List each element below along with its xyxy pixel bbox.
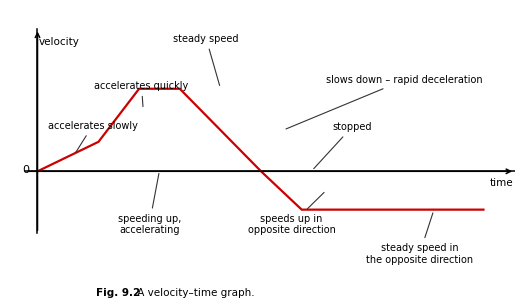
Text: A velocity–time graph.: A velocity–time graph. — [134, 288, 254, 298]
Text: time: time — [490, 178, 513, 188]
Text: velocity: velocity — [39, 37, 80, 47]
Text: Fig. 9.2: Fig. 9.2 — [96, 288, 140, 298]
Text: accelerates slowly: accelerates slowly — [48, 120, 138, 153]
Text: accelerates quickly: accelerates quickly — [95, 81, 189, 107]
Text: steady speed: steady speed — [174, 34, 239, 85]
Text: speeding up,
accelerating: speeding up, accelerating — [117, 174, 181, 235]
Text: 0: 0 — [22, 165, 29, 175]
Text: speeds up in
opposite direction: speeds up in opposite direction — [247, 192, 336, 235]
Text: slows down – rapid deceleration: slows down – rapid deceleration — [286, 75, 483, 129]
Text: steady speed in
the opposite direction: steady speed in the opposite direction — [366, 213, 473, 265]
Text: stopped: stopped — [314, 122, 372, 169]
